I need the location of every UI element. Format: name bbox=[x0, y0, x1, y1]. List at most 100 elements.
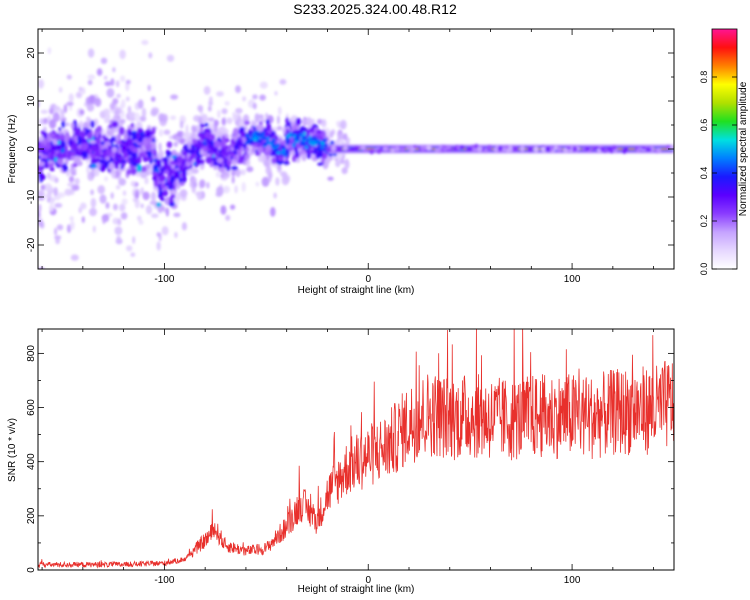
spectrogram-band-blob bbox=[100, 141, 105, 146]
spectrogram-band-blob bbox=[99, 143, 104, 151]
spectrogram-line-halo bbox=[486, 145, 492, 151]
spectrogram-band-blob bbox=[215, 152, 220, 157]
spectrogram-noise-blob bbox=[53, 187, 58, 196]
snr-series-line bbox=[38, 329, 674, 569]
spectrogram-band-blob bbox=[52, 138, 58, 145]
spectrogram-noise-blob bbox=[139, 170, 148, 179]
spectrogram-band-blob bbox=[127, 159, 131, 164]
spectrogram-signal-blob bbox=[245, 133, 250, 138]
spectrogram-signal-blob bbox=[280, 145, 285, 150]
spectrogram-band-blob bbox=[316, 149, 324, 158]
spectrogram-band-blob bbox=[257, 146, 264, 154]
spectrogram-noise-blob bbox=[242, 96, 247, 102]
spectrogram-band-blob bbox=[111, 120, 119, 128]
spectrogram-noise-blob bbox=[119, 49, 126, 60]
spectrogram-band-blob bbox=[48, 160, 53, 164]
spectrogram-noise-blob bbox=[128, 111, 136, 119]
spectrogram-noise-blob bbox=[176, 183, 181, 190]
spectrogram-line-halo bbox=[584, 147, 590, 151]
spectrogram-line-halo bbox=[623, 147, 629, 153]
spectrogram-band-blob bbox=[83, 123, 89, 129]
spectrogram-noise-blob bbox=[161, 113, 169, 123]
spectrogram-band-blob bbox=[218, 163, 223, 168]
spectrogram-noise-blob bbox=[273, 192, 277, 199]
spectrogram-noise-blob bbox=[238, 120, 244, 128]
spectrogram-line-halo bbox=[360, 145, 366, 151]
spectrogram-noise-blob bbox=[208, 96, 213, 104]
spectrogram-band-blob bbox=[182, 151, 187, 156]
colorbar: 0.0 0.2 0.4 0.6 0.8 Normalized spectral ampl… bbox=[699, 28, 749, 275]
spectrogram-noise-blob bbox=[120, 212, 128, 220]
spectrogram-noise-blob bbox=[176, 130, 185, 138]
spectrogram-band-blob bbox=[56, 163, 61, 169]
spectrogram-noise-blob bbox=[279, 79, 287, 85]
spectrogram-line-halo bbox=[349, 147, 355, 152]
spectrogram-band-blob bbox=[204, 122, 209, 127]
colorbar-label: Normalized spectral amplitude bbox=[738, 81, 749, 216]
spectrogram-noise-blob bbox=[129, 116, 134, 122]
spectrogram-signal-blob bbox=[330, 140, 335, 145]
spectrogram-band-blob bbox=[131, 162, 137, 167]
spectrogram-band-blob bbox=[200, 133, 206, 141]
spectrogram-line-halo bbox=[382, 147, 388, 152]
spectrogram-band-blob bbox=[211, 157, 217, 161]
spectrogram-signal-blob bbox=[270, 139, 275, 144]
spectrogram-noise-blob bbox=[47, 47, 52, 55]
spectrogram-noise-blob bbox=[103, 215, 109, 223]
spectrogram-line-halo bbox=[504, 145, 509, 150]
spectrogram-band-blob bbox=[168, 199, 175, 204]
spectrogram-band-blob bbox=[175, 170, 180, 176]
spectrogram-band-blob bbox=[142, 156, 150, 162]
spectrogram-band-blob bbox=[70, 122, 75, 130]
spectrogram-line-halo bbox=[353, 145, 359, 151]
spectrogram-noise-blob bbox=[113, 113, 121, 122]
spectrogram-line-halo bbox=[343, 145, 348, 151]
spectrogram-noise-blob bbox=[87, 48, 95, 58]
spectrogram-noise-blob bbox=[265, 165, 272, 175]
spectrogram-noise-blob bbox=[64, 188, 73, 196]
spectrogram-band-blob bbox=[172, 186, 177, 190]
spectrogram-band-blob bbox=[111, 146, 118, 153]
x-tick-label: 0 bbox=[365, 274, 371, 285]
spectrogram-noise-blob bbox=[138, 219, 144, 225]
spectrogram-noise-blob bbox=[121, 198, 128, 205]
spectrogram-noise-blob bbox=[296, 157, 301, 163]
spectrogram-line-halo bbox=[540, 146, 546, 152]
spectrogram-band-blob bbox=[113, 161, 120, 167]
spectrogram-heatmap bbox=[38, 40, 674, 269]
spectrogram-line-halo bbox=[665, 144, 671, 150]
spectrogram-band-blob bbox=[99, 158, 104, 165]
spectrogram-line-halo bbox=[641, 146, 647, 150]
spectrogram-band-blob bbox=[65, 156, 69, 165]
spectrogram-signal-blob bbox=[295, 136, 300, 141]
spectrogram-signal-blob bbox=[311, 140, 316, 145]
spectrogram-noise-blob bbox=[111, 169, 116, 179]
spectrogram-noise-blob bbox=[321, 119, 327, 128]
spectrogram-noise-blob bbox=[99, 194, 107, 204]
spectrogram-noise-blob bbox=[55, 237, 60, 245]
spectrogram-band-blob bbox=[108, 124, 112, 129]
spectrogram-signal-blob bbox=[285, 137, 289, 142]
spectrogram-noise-blob bbox=[38, 79, 45, 89]
spectrogram-noise-blob bbox=[234, 185, 238, 194]
spectrogram-signal-blob bbox=[255, 135, 260, 140]
spectrogram-noise-blob bbox=[213, 124, 218, 133]
spectrogram-noise-blob bbox=[66, 169, 70, 177]
spectrogram-band-blob bbox=[45, 143, 52, 149]
spectrogram-band-blob bbox=[299, 126, 306, 133]
spectrogram-line-halo bbox=[636, 148, 641, 153]
spectrogram-line-halo bbox=[611, 145, 617, 151]
spectrogram-noise-blob bbox=[275, 177, 280, 186]
spectrogram-band-blob bbox=[205, 156, 213, 164]
spectrogram-noise-blob bbox=[142, 191, 150, 201]
spectrogram-noise-blob bbox=[213, 119, 219, 127]
spectrogram-noise-blob bbox=[97, 185, 105, 195]
spectrogram-noise-blob bbox=[261, 176, 270, 187]
spectrogram-band-blob bbox=[58, 127, 62, 131]
spectrogram-noise-blob bbox=[301, 152, 307, 162]
spectrogram-noise-blob bbox=[145, 205, 153, 215]
spectrogram-noise-blob bbox=[120, 99, 126, 109]
spectrogram-noise-blob bbox=[252, 102, 257, 110]
spectrogram-noise-blob bbox=[241, 182, 246, 192]
spectrogram-noise-blob bbox=[43, 118, 48, 125]
